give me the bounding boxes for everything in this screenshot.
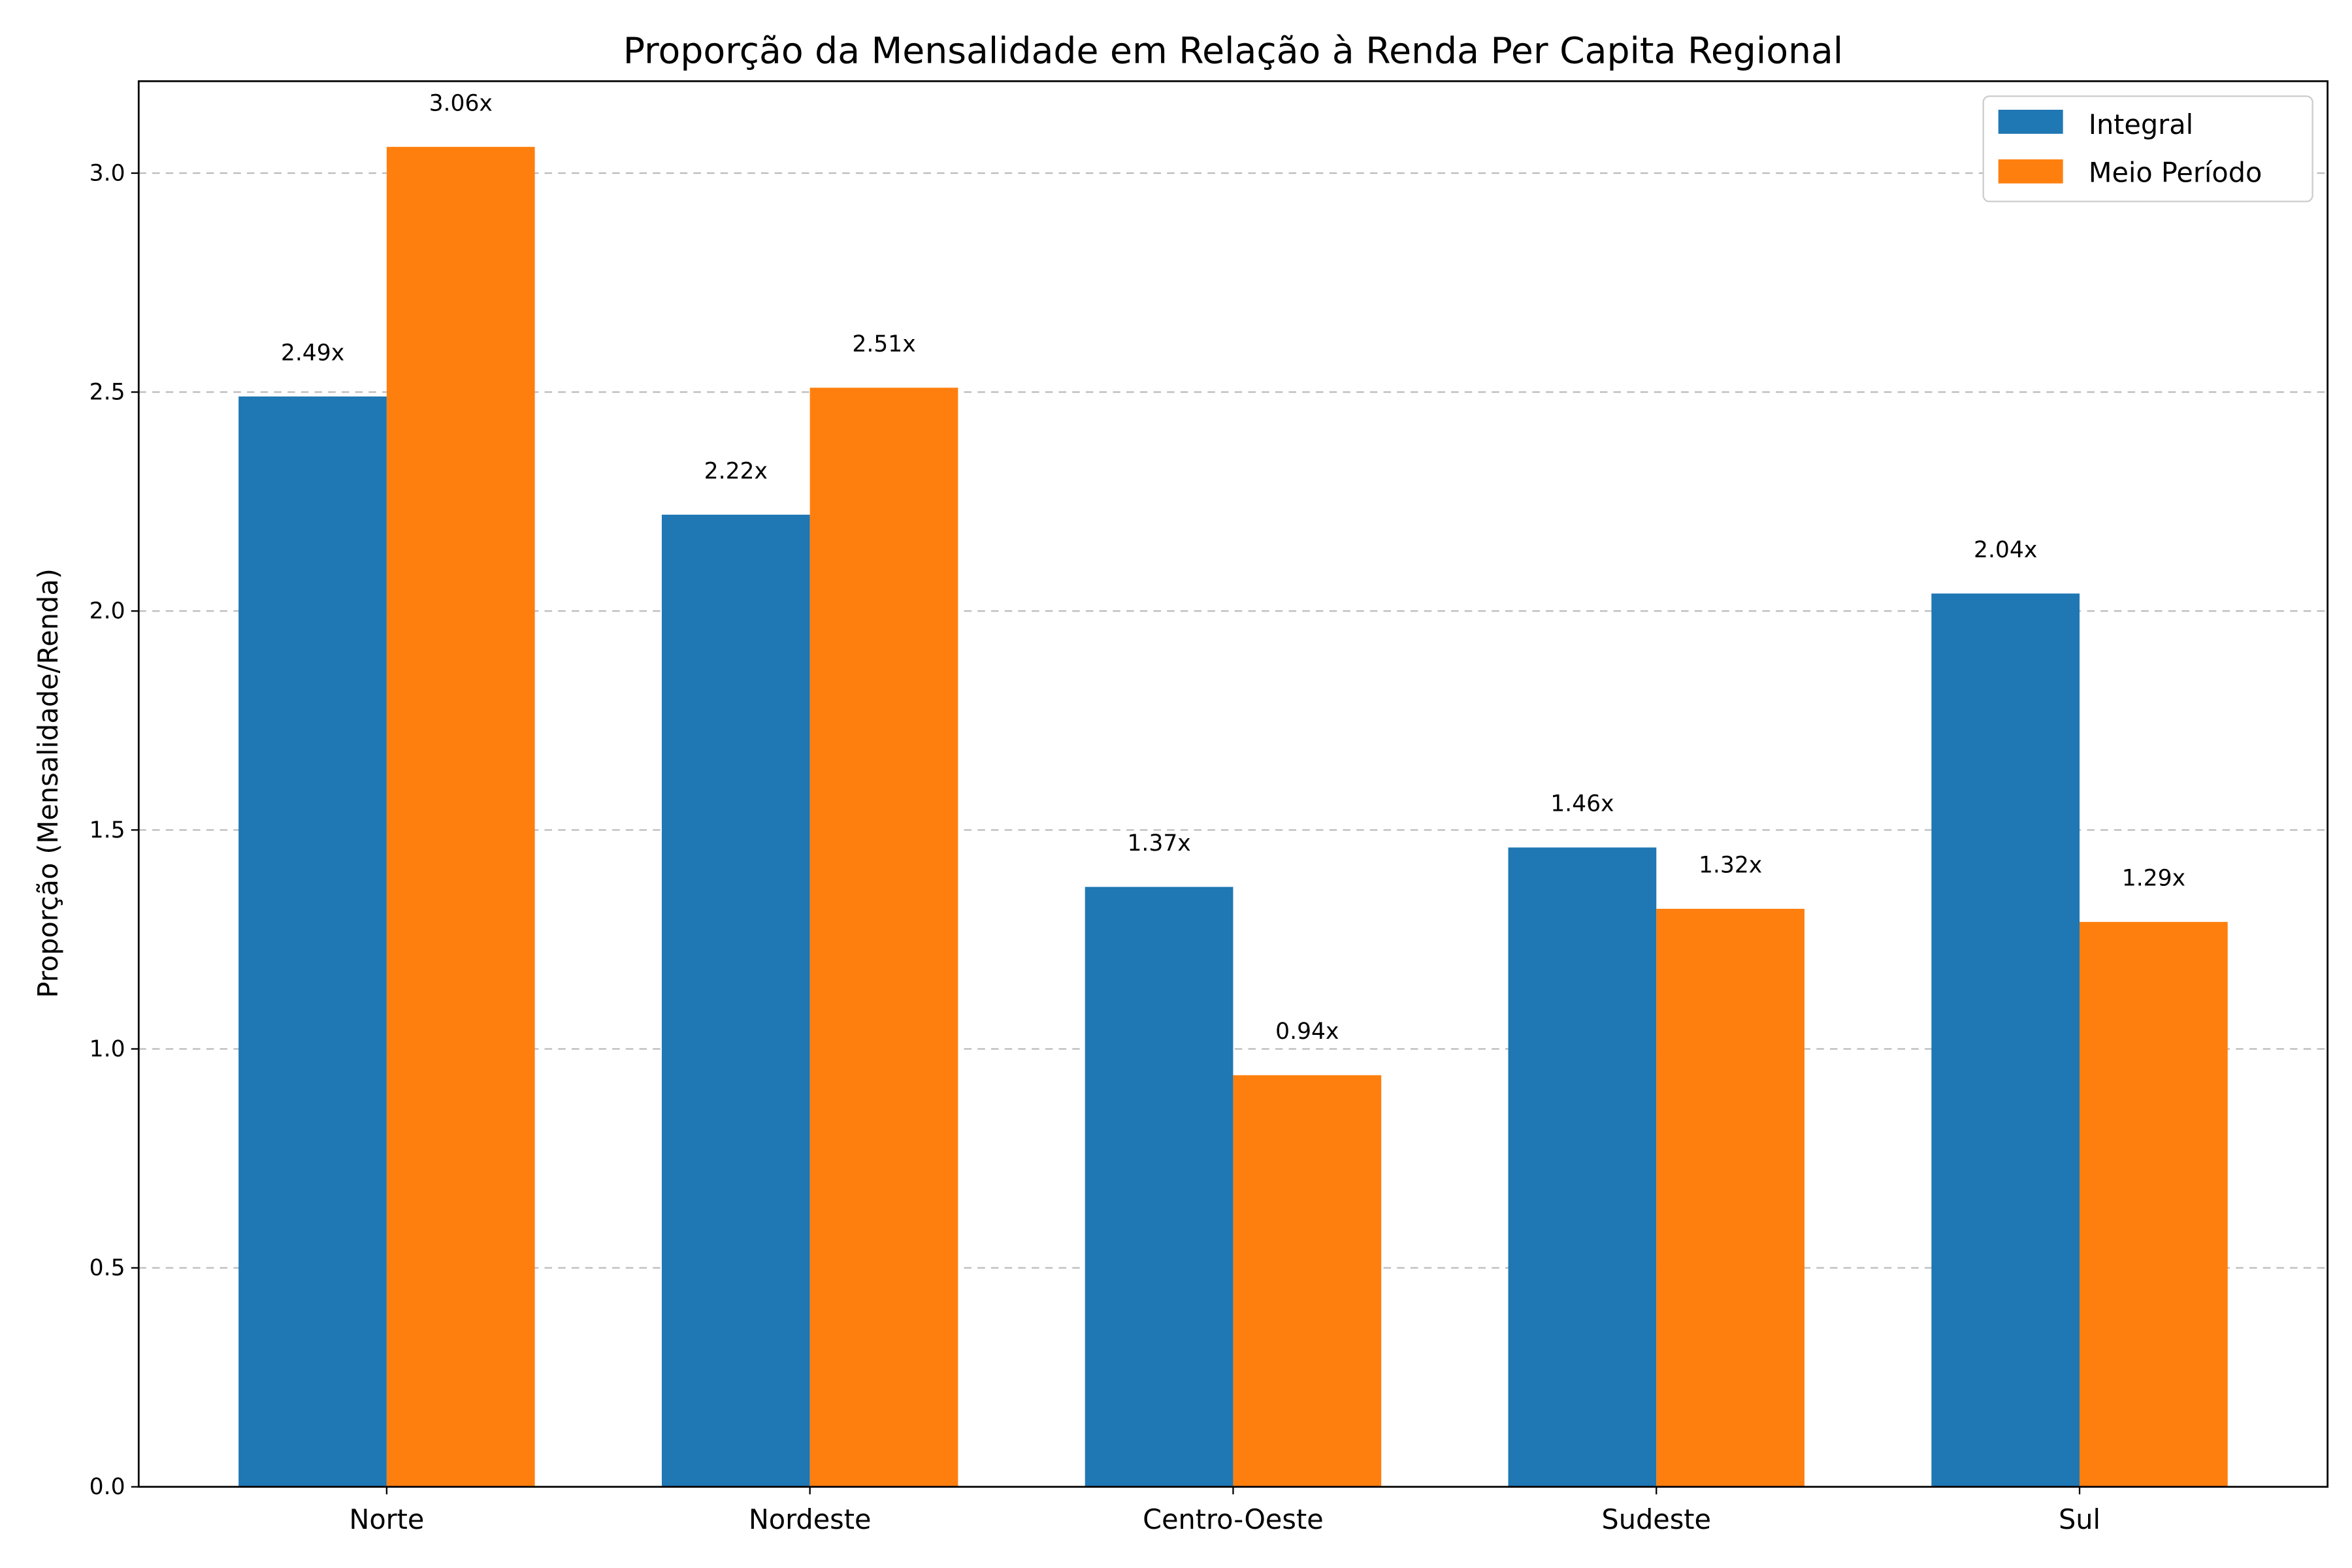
y-tick-label: 0.5: [90, 1255, 125, 1281]
y-tick-label: 2.5: [90, 380, 125, 406]
data-label: 0.94x: [1275, 1019, 1339, 1045]
data-labels: 2.49x 2.22x 1.37x 1.46x 2.04x 3.06x 2.51x 0.94x…: [281, 90, 2185, 1045]
y-axis: 0.0 0.5 1.0 1.5 2.0 2.5 3.0: [90, 161, 139, 1500]
data-label: 2.51x: [852, 331, 915, 357]
data-label: 3.06x: [429, 90, 493, 116]
bar-0-1: [661, 514, 810, 1487]
y-tick-label: 2.0: [90, 598, 125, 625]
data-label: 2.04x: [1974, 537, 2037, 563]
legend-swatch-meio-periodo: [1998, 159, 2063, 184]
y-axis-label: Proporção (Mensalidade/Renda): [33, 568, 64, 998]
legend-label-meio-periodo: Meio Período: [2089, 157, 2262, 188]
y-tick-label: 3.0: [90, 161, 125, 187]
bar-1-1: [809, 387, 958, 1487]
bars: [238, 146, 2228, 1487]
bar-0-2: [1085, 887, 1233, 1487]
bar-1-4: [2080, 922, 2228, 1487]
data-label: 1.37x: [1127, 830, 1190, 857]
data-label: 2.49x: [281, 340, 344, 366]
x-tick-label: Nordeste: [749, 1504, 872, 1535]
bar-1-2: [1233, 1075, 1382, 1487]
x-tick-label: Centro-Oeste: [1143, 1504, 1324, 1535]
bar-0-0: [238, 396, 387, 1487]
x-tick-label: Norte: [349, 1504, 424, 1535]
data-label: 1.32x: [1699, 853, 1762, 879]
y-tick-label: 0.0: [90, 1474, 125, 1500]
legend: Integral Meio Período: [1982, 95, 2313, 203]
y-tick-label: 1.5: [90, 817, 125, 843]
data-label: 1.46x: [1550, 791, 1614, 817]
bar-1-0: [386, 146, 535, 1487]
bar-1-3: [1656, 909, 1805, 1487]
bar-0-4: [1931, 593, 2080, 1487]
data-label: 1.29x: [2122, 866, 2185, 892]
legend-label-integral: Integral: [2089, 109, 2193, 140]
legend-swatch-integral: [1998, 109, 2063, 134]
x-tick-label: Sul: [2059, 1504, 2100, 1535]
chart-title: Proporção da Mensalidade em Relação à Re…: [623, 31, 1843, 73]
data-label: 2.22x: [704, 458, 768, 484]
x-axis: Norte Nordeste Centro-Oeste Sudeste Sul: [349, 1486, 2100, 1535]
x-tick-label: Sudeste: [1601, 1504, 1711, 1535]
bar-0-3: [1508, 847, 1657, 1487]
legend-frame: [1982, 95, 2313, 203]
y-tick-label: 1.0: [90, 1036, 125, 1062]
